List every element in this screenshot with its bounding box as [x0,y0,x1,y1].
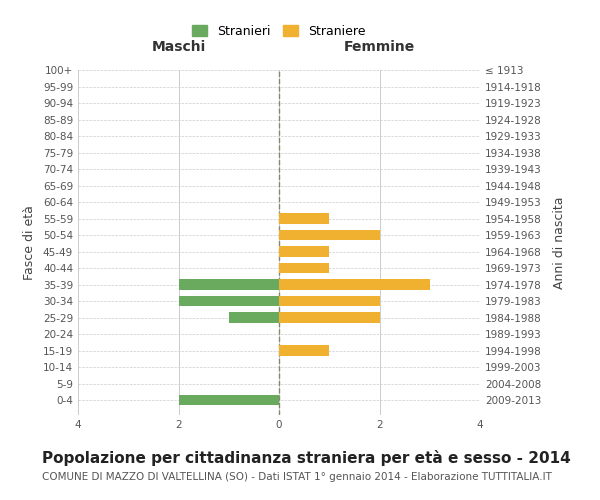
Y-axis label: Anni di nascita: Anni di nascita [553,196,566,289]
Text: Popolazione per cittadinanza straniera per età e sesso - 2014: Popolazione per cittadinanza straniera p… [42,450,571,466]
Bar [279,345,329,356]
Text: COMUNE DI MAZZO DI VALTELLINA (SO) - Dati ISTAT 1° gennaio 2014 - Elaborazione T: COMUNE DI MAZZO DI VALTELLINA (SO) - Dat… [42,472,552,482]
Bar [279,230,380,240]
Bar [279,262,329,274]
Bar [179,394,279,406]
Bar [279,279,430,290]
Text: Maschi: Maschi [151,40,206,54]
Bar [279,246,329,257]
Bar [279,296,380,306]
Text: Femmine: Femmine [344,40,415,54]
Bar [229,312,279,323]
Bar [279,312,380,323]
Bar [179,279,279,290]
Y-axis label: Fasce di età: Fasce di età [23,205,36,280]
Legend: Stranieri, Straniere: Stranieri, Straniere [188,21,370,42]
Bar [279,213,329,224]
Bar [179,296,279,306]
